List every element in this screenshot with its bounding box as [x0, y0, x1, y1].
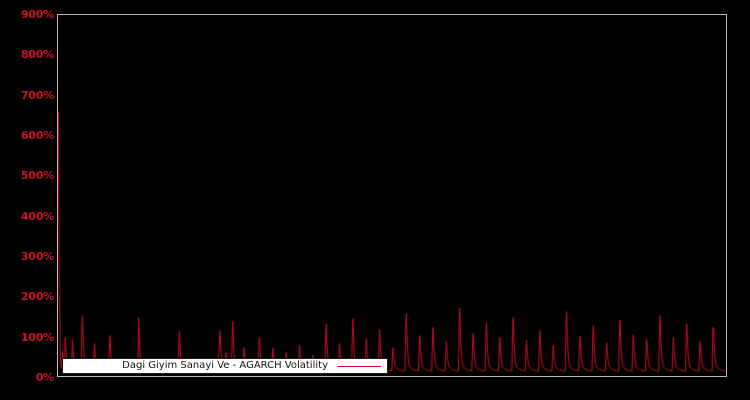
y-axis-tick-label: 500%	[20, 169, 54, 183]
chart-legend: Dagi Giyim Sanayi Ve - AGARCH Volatility	[62, 358, 388, 374]
y-axis-tick-label: 100%	[20, 330, 54, 344]
legend-line-sample-icon	[337, 365, 381, 367]
y-axis-tick-label: 900%	[20, 8, 54, 21]
y-axis-tick-label: 0%	[35, 371, 54, 384]
y-axis-tick-label: 300%	[20, 250, 54, 263]
y-axis-tick-label: 600%	[20, 129, 54, 142]
y-axis-tick-label: 700%	[20, 88, 54, 102]
legend-series-label: Dagi Giyim Sanayi Ve - AGARCH Volatility	[122, 360, 328, 371]
y-axis-tick-label: 800%	[20, 48, 54, 62]
plot-area	[57, 14, 727, 377]
y-axis-tick-label: 200%	[20, 290, 54, 304]
y-axis: 900% 800% 700% 600% 500% 400% 300% 200% 100% 0%	[0, 0, 54, 400]
y-axis-tick-label: 400%	[20, 209, 54, 223]
volatility-series-canvas	[58, 15, 726, 376]
